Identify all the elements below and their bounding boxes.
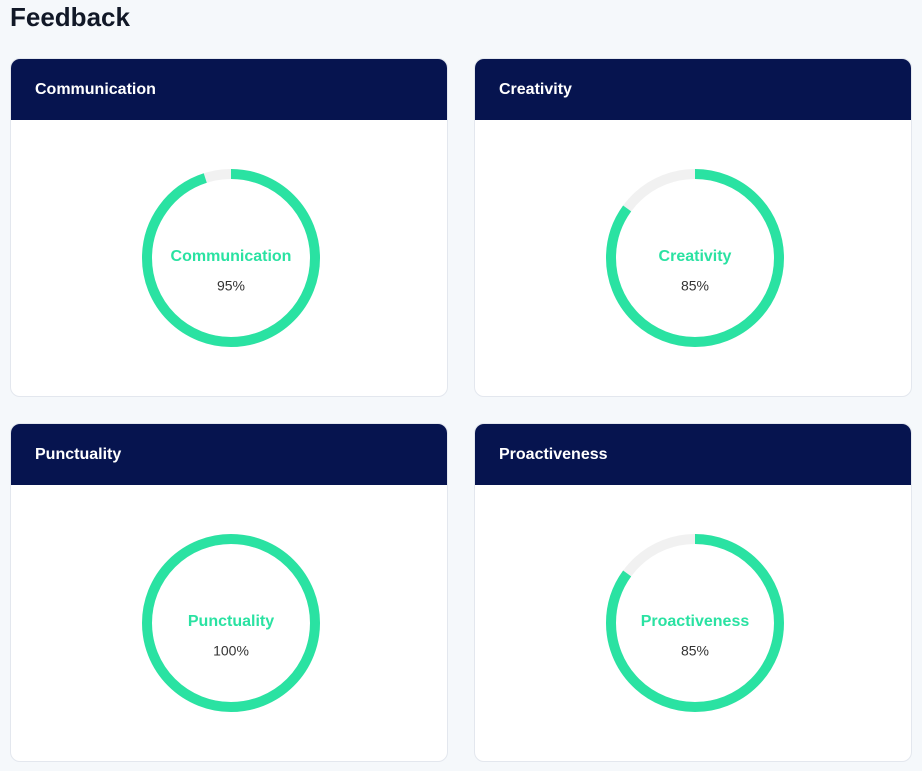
gauge-value: 85% bbox=[681, 643, 709, 659]
gauge-label: Creativity bbox=[659, 248, 732, 265]
feedback-card: Creativity Creativity 85% bbox=[474, 58, 912, 397]
card-title: Proactiveness bbox=[475, 424, 911, 485]
feedback-card: Proactiveness Proactiveness 85% bbox=[474, 423, 912, 762]
card-title: Punctuality bbox=[11, 424, 447, 485]
gauge-label: Communication bbox=[171, 248, 292, 265]
gauge: Creativity 85% bbox=[606, 169, 784, 347]
gauge-arc bbox=[142, 169, 320, 347]
card-title: Creativity bbox=[475, 59, 911, 120]
gauge-value: 100% bbox=[213, 643, 249, 659]
gauge: Punctuality 100% bbox=[142, 534, 320, 712]
gauge-label: Punctuality bbox=[188, 613, 274, 630]
gauge-arc bbox=[606, 534, 784, 712]
feedback-card: Punctuality Punctuality 100% bbox=[10, 423, 448, 762]
gauge: Communication 95% bbox=[142, 169, 320, 347]
gauge-arc bbox=[142, 534, 320, 712]
gauge-value: 85% bbox=[681, 278, 709, 294]
feedback-card: Communication Communication 95% bbox=[10, 58, 448, 397]
gauge-label: Proactiveness bbox=[641, 613, 750, 630]
gauge-arc bbox=[606, 169, 784, 347]
gauge-value: 95% bbox=[217, 278, 245, 294]
card-title: Communication bbox=[11, 59, 447, 120]
gauge: Proactiveness 85% bbox=[606, 534, 784, 712]
page-title: Feedback bbox=[10, 2, 130, 32]
